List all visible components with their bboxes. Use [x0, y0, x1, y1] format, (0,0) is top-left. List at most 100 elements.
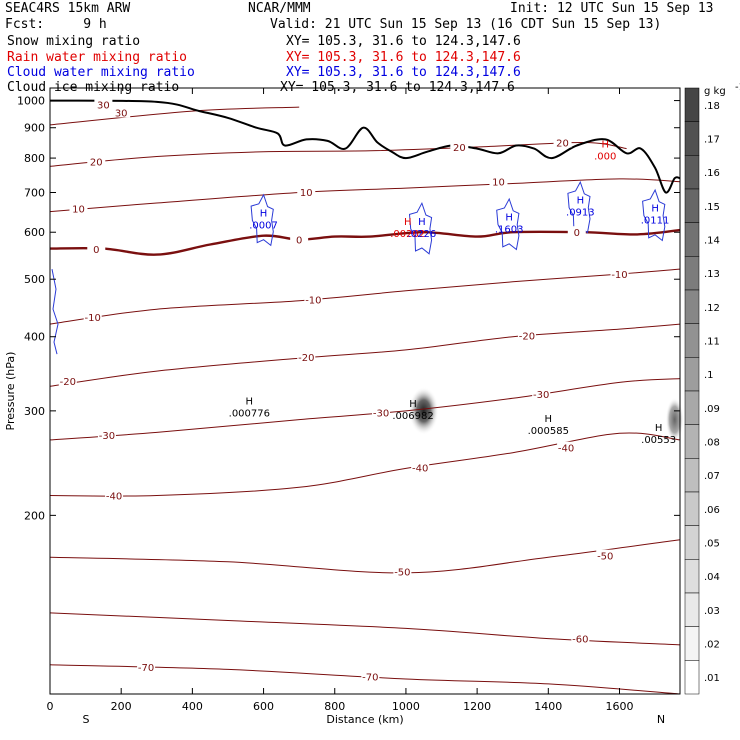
maximum-marker: H — [601, 140, 609, 151]
terrain-layer — [49, 99, 681, 194]
y-tick-label: 500 — [24, 273, 45, 286]
north-label: N — [657, 713, 665, 726]
contour-label-bg — [105, 489, 124, 501]
x-tick-label: 800 — [324, 700, 345, 713]
maximum-value: .0007 — [249, 220, 278, 231]
field-name-snow: Snow mixing ratio — [7, 34, 141, 49]
colorbar-swatch — [684, 155, 700, 190]
isotherm-20 — [49, 141, 627, 167]
contour-label: -70 — [362, 673, 378, 684]
maximum-value: .000 — [594, 152, 616, 163]
colorbar-swatch — [684, 390, 700, 425]
contour-label-bg — [557, 441, 576, 453]
contour-label-bg — [87, 243, 106, 255]
maximum-value: .1603 — [495, 225, 524, 236]
contour-label-bg — [69, 202, 88, 214]
contour-label-bg — [112, 106, 131, 118]
isotherm-m50 — [49, 539, 681, 574]
colorbar-swatch — [684, 323, 700, 358]
maximum-marker: H — [404, 217, 412, 228]
init-time: Init: 12 UTC Sun 15 Sep 13 — [510, 1, 714, 16]
x-tick-label: 600 — [253, 700, 274, 713]
y-tick-label: 300 — [24, 405, 45, 418]
cloud-water-contour — [567, 180, 591, 234]
colorbar-swatch — [684, 458, 700, 493]
colorbar-swatch — [684, 424, 700, 459]
colorbar-label: .07 — [704, 471, 720, 482]
contour-label: -40 — [106, 492, 122, 503]
x-tick-label: 1400 — [534, 700, 562, 713]
contour-label: -50 — [597, 552, 613, 563]
y-tick-label: 900 — [24, 122, 45, 135]
maximum-value: .000585 — [528, 426, 569, 437]
maximum-value: .006982 — [392, 411, 433, 422]
isotherm-m70 — [49, 664, 681, 695]
colorbar-swatch — [684, 87, 700, 122]
contour-label: -30 — [533, 390, 549, 401]
colorbar-label: .12 — [704, 303, 720, 314]
colorbar-swatch — [684, 357, 700, 392]
contour-label-bg — [393, 565, 412, 577]
colorbar-label: .1 — [704, 370, 714, 381]
colorbar-label: .04 — [704, 572, 720, 583]
y-axis-title: Pressure (hPa) — [4, 352, 17, 431]
contour-label: 10 — [72, 204, 85, 215]
contour-label: 0 — [296, 236, 302, 247]
x-tick-label: 400 — [182, 700, 203, 713]
contour-label-bg — [304, 293, 323, 305]
field-xy-cloud-water: XY= 105.3, 31.6 to 124.3,147.6 — [286, 65, 521, 80]
maximum-value: .000776 — [229, 408, 270, 419]
isotherm-m20 — [49, 323, 681, 387]
contour-labels: -70 -70 -60 -50 -50 -40 -40 -40 -30 -30 -30 -20 -20 -… — [58, 98, 629, 684]
plot-frame — [49, 87, 681, 695]
contour-label-bg — [297, 185, 316, 197]
cloud-water-contour — [51, 269, 59, 355]
maximum-marker: H — [505, 213, 513, 224]
forecast-hour: Fcst: 9 h — [5, 17, 107, 32]
contour-label-bg — [361, 670, 380, 682]
maximum-marker: H — [260, 208, 268, 219]
colorbar-unit: g kg — [704, 86, 726, 97]
colorbar-label: .02 — [704, 640, 720, 651]
maximum-value: .00553 — [641, 435, 676, 446]
x-tick-label: 1000 — [392, 700, 420, 713]
contour-label: 20 — [556, 138, 569, 149]
field-name-rain: Rain water mixing ratio — [7, 50, 188, 65]
contour-label-bg — [596, 549, 615, 561]
contour-label-bg — [489, 175, 508, 187]
contour-label: -40 — [412, 463, 428, 474]
cloud-water-contour — [496, 197, 520, 251]
snow-shading-layer — [408, 386, 684, 442]
contour-label: 10 — [492, 178, 505, 189]
colorbar-swatch — [684, 491, 700, 526]
colorbar-label: .18 — [704, 101, 720, 112]
y-tick-label: 600 — [24, 226, 45, 239]
contour-label: 10 — [300, 188, 313, 199]
contour-label-bg — [94, 98, 113, 110]
x-axis-title: Distance (km) — [326, 713, 403, 726]
field-xy-rain: XY= 105.3, 31.6 to 124.3,147.6 — [286, 50, 521, 65]
x-tick-label: 1600 — [605, 700, 633, 713]
contour-label: 0 — [93, 245, 99, 256]
contour-label: -20 — [519, 331, 535, 342]
contour-label-bg — [571, 632, 590, 644]
maximum-marker: H — [655, 423, 663, 434]
isotherm-30 — [49, 106, 300, 126]
isotherm-m10 — [49, 268, 681, 325]
colorbar-swatch — [684, 592, 700, 627]
snow-shade-region — [408, 386, 439, 435]
contour-label: 30 — [115, 108, 128, 119]
colorbar-label: .06 — [704, 505, 720, 516]
contour-label: -20 — [298, 353, 314, 364]
cloud-water-contour — [642, 188, 666, 242]
contour-label-bg — [610, 268, 629, 280]
maximum-value: .00262 — [390, 229, 425, 240]
contour-label-bg — [137, 661, 156, 673]
axes: 0 200 400 600 800 1000 1200 1400 160020030040050… — [17, 88, 680, 713]
south-label: S — [83, 713, 90, 726]
contour-label: -40 — [558, 444, 574, 455]
colorbar-label: .03 — [704, 606, 720, 617]
maximum-marker: H — [545, 414, 553, 425]
maximum-value: .0111 — [641, 216, 670, 227]
